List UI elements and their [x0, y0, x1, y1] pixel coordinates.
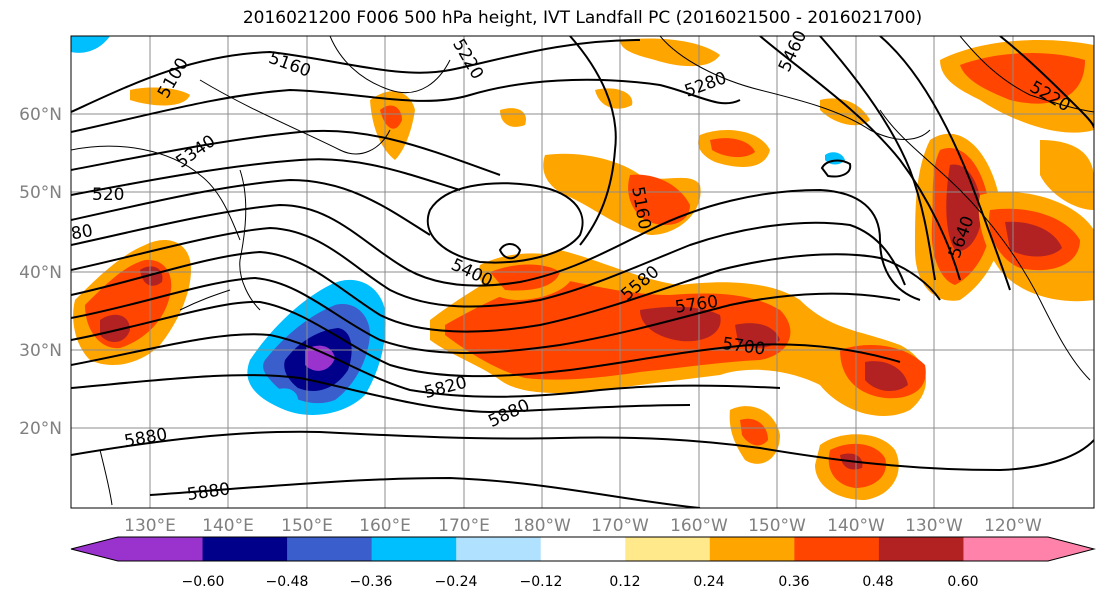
colorbar-segment	[709, 537, 795, 561]
lon-label: 140°W	[827, 516, 885, 536]
height-contours	[71, 36, 1094, 508]
colorbar-tick-label: −0.24	[435, 574, 478, 590]
colorbar-segment	[625, 537, 711, 561]
lat-label: 20°N	[19, 419, 62, 439]
colorbar-tick-label: −0.12	[520, 574, 563, 590]
colorbar-segment	[456, 537, 542, 561]
lon-label: 160°E	[359, 516, 411, 536]
colorbar-tick-label: 0.48	[862, 574, 893, 590]
lat-label: 30°N	[19, 341, 62, 361]
lon-label: 180°W	[513, 516, 571, 536]
latitude-labels: 60°N 50°N 40°N 30°N 20°N	[19, 105, 62, 439]
colorbar-extend-max	[1048, 537, 1094, 561]
colorbar-extend-min	[71, 537, 118, 561]
colorbar-tick-label: 0.24	[693, 574, 724, 590]
colorbar-tick-label: −0.60	[182, 574, 225, 590]
contour-label: 520	[92, 185, 124, 205]
colorbar-segment	[540, 537, 626, 561]
colorbar-segments	[70, 536, 1096, 562]
positive-anomaly-fill	[73, 38, 1094, 500]
colorbar-segment	[118, 537, 204, 561]
map-title: 2016021200 F006 500 hPa height, IVT Land…	[242, 8, 923, 28]
lon-label: 120°W	[984, 516, 1042, 536]
longitude-labels: 130°E 140°E 150°E 160°E 170°E 180°W 170°…	[124, 516, 1042, 536]
colorbar-tick-label: 0.60	[947, 574, 978, 590]
colorbar-segment	[963, 537, 1049, 561]
colorbar-segment	[287, 537, 373, 561]
lon-label: 130°E	[124, 516, 176, 536]
lat-label: 40°N	[19, 263, 62, 283]
colorbar-segment	[878, 537, 964, 561]
lon-label: 170°E	[438, 516, 490, 536]
lat-label: 50°N	[19, 183, 62, 203]
lon-label: 130°W	[905, 516, 963, 536]
colorbar-tick-label: 0.12	[609, 574, 640, 590]
lon-label: 160°W	[670, 516, 728, 536]
colorbar-tick-label: −0.36	[350, 574, 393, 590]
lat-lon-grid	[71, 36, 1094, 508]
lon-label: 150°E	[281, 516, 333, 536]
colorbar-outline	[70, 536, 1096, 562]
colorbar-tick-label: −0.48	[266, 574, 309, 590]
colorbar-segment	[371, 537, 457, 561]
colorbar-segment	[794, 537, 880, 561]
map-frame	[70, 35, 1095, 509]
lon-label: 140°E	[202, 516, 254, 536]
colorbar-segment	[202, 537, 288, 561]
lon-label: 150°W	[748, 516, 806, 536]
negative-anomaly-fill	[71, 36, 845, 415]
colorbar-ticklabels: −0.60 −0.48 −0.36 −0.24 −0.12 0.12 0.24 …	[182, 574, 979, 590]
colorbar-tick-label: 0.36	[778, 574, 809, 590]
lat-label: 60°N	[19, 105, 62, 125]
contour-label: 80	[70, 221, 95, 244]
lon-label: 170°W	[591, 516, 649, 536]
